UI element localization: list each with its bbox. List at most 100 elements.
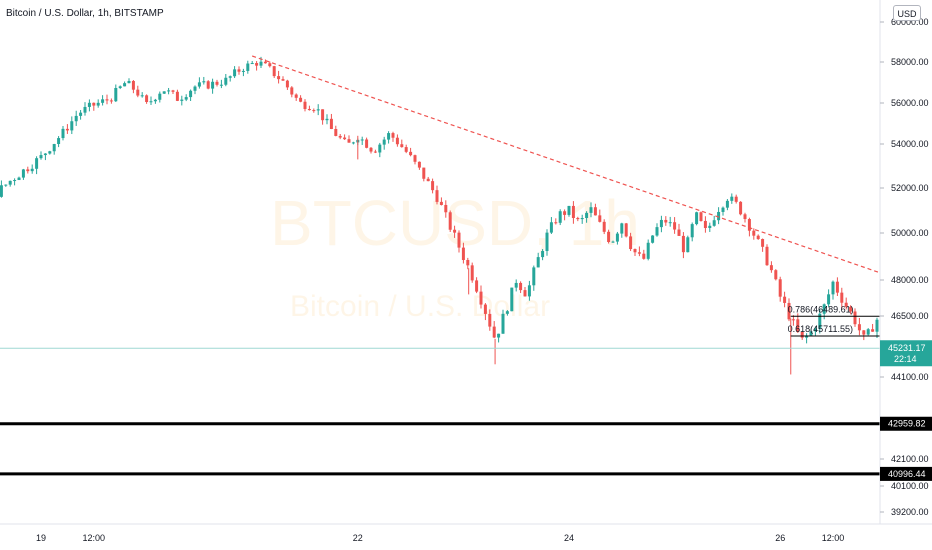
candle-body	[343, 137, 347, 140]
candle-body	[250, 63, 254, 65]
candle-body	[686, 237, 690, 253]
candle-body	[461, 247, 465, 260]
time-axis-bg	[0, 524, 880, 550]
candle-body	[514, 282, 518, 288]
candle-body	[730, 196, 734, 201]
time-tick-label: 12:00	[822, 533, 845, 543]
candle-body	[598, 215, 602, 222]
candle-body	[576, 218, 580, 220]
candle-body	[167, 90, 171, 92]
candle-body	[373, 151, 377, 153]
candle-body	[501, 313, 505, 334]
candle-body	[426, 178, 430, 182]
candle-body	[268, 63, 272, 67]
candle-body	[483, 304, 487, 314]
price-tick-label: 58000.00	[891, 57, 929, 67]
candle-body	[149, 101, 153, 103]
current-price-label: 45231.17	[888, 343, 926, 353]
price-tick-label: 42100.00	[891, 454, 929, 464]
candle-body	[857, 324, 861, 331]
candle-body	[13, 180, 17, 182]
candle-body	[211, 81, 215, 89]
candle-body	[695, 212, 699, 225]
candle-body	[769, 265, 773, 271]
candle-body	[774, 270, 778, 280]
candle-body	[215, 81, 219, 85]
candle-body	[219, 84, 223, 86]
candle-body	[703, 220, 707, 229]
candle-body	[92, 102, 96, 106]
price-tick-label: 50000.00	[891, 228, 929, 238]
candle-body	[400, 144, 404, 148]
candle-body	[180, 99, 184, 101]
candle-body	[567, 205, 571, 215]
candle-body	[197, 82, 201, 87]
candle-body	[532, 267, 536, 286]
candle-body	[325, 118, 329, 121]
candles-layer	[0, 56, 932, 375]
candle-body	[422, 167, 426, 179]
price-tick-label: 54000.00	[891, 139, 929, 149]
price-tick-label: 44100.00	[891, 372, 929, 382]
candle-body	[43, 153, 47, 156]
candle-body	[818, 313, 822, 329]
candle-body	[184, 97, 188, 100]
candle-body	[651, 235, 655, 243]
candle-body	[61, 128, 65, 139]
level-price-label: 40996.44	[888, 469, 926, 479]
time-tick-label: 12:00	[83, 533, 106, 543]
candle-body	[35, 158, 39, 169]
candle-body	[365, 139, 369, 148]
candle-body	[439, 201, 443, 205]
candle-body	[835, 281, 839, 293]
candle-body	[123, 83, 127, 87]
candle-body	[866, 329, 870, 335]
candle-body	[48, 151, 52, 154]
candle-body	[620, 223, 624, 234]
candle-body	[602, 221, 606, 232]
candle-body	[853, 311, 857, 325]
candle-body	[475, 280, 479, 292]
price-tick-label: 60000.00	[891, 17, 929, 27]
drawings-layer: 0.786(46489.61)0.618(45711.55)12	[0, 55, 932, 476]
candle-body	[299, 97, 303, 102]
candle-body	[74, 115, 78, 122]
candle-body	[761, 239, 765, 247]
candle-body	[554, 222, 558, 224]
candle-body	[136, 89, 140, 96]
candle-body	[351, 142, 355, 144]
candle-body	[96, 102, 100, 106]
time-tick-label: 24	[564, 533, 574, 543]
candle-body	[690, 224, 694, 238]
fib-level-label: 0.618(45711.55)	[788, 324, 853, 334]
candle-body	[57, 138, 61, 145]
candle-body	[822, 304, 826, 314]
candle-body	[541, 251, 545, 258]
candle-body	[131, 80, 135, 90]
candle-body	[338, 135, 342, 138]
candle-body	[470, 265, 474, 281]
candle-body	[272, 66, 276, 77]
candle-body	[145, 95, 149, 103]
fib-level-label: 0.786(46489.61)	[788, 304, 854, 314]
current-price-tag	[880, 340, 932, 367]
candle-body	[712, 220, 716, 226]
currency-button[interactable]: USD	[893, 5, 921, 21]
candle-body	[52, 144, 56, 152]
candle-body	[497, 333, 501, 338]
price-axis-bg	[880, 0, 932, 550]
candle-body	[633, 249, 637, 253]
candle-body	[202, 81, 206, 83]
candle-body	[787, 302, 791, 320]
candle-body	[479, 291, 483, 305]
candle-body	[778, 279, 782, 297]
candle-body	[642, 253, 646, 259]
price-tick-label: 52000.00	[891, 183, 929, 193]
candle-body	[545, 232, 549, 252]
candle-body	[378, 144, 382, 153]
candle-body	[171, 90, 175, 92]
candle-body	[527, 285, 531, 297]
candle-body	[431, 181, 435, 191]
